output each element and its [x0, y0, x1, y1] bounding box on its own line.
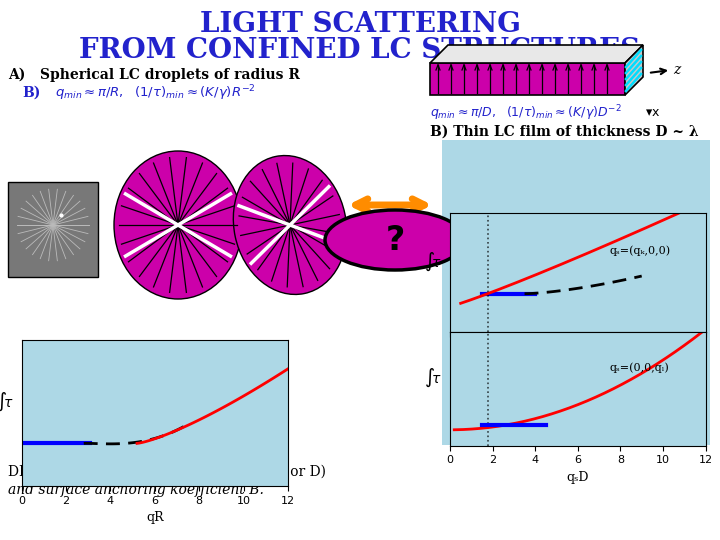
Polygon shape [430, 63, 625, 95]
Y-axis label: $\int\!\tau$: $\int\!\tau$ [424, 251, 443, 273]
X-axis label: qₛD: qₛD [567, 471, 589, 484]
Y-axis label: $\int\!\tau$: $\int\!\tau$ [424, 367, 443, 389]
Text: B): B) [22, 86, 40, 100]
Text: DLS gives information on cavity size (R or D): DLS gives information on cavity size (R … [8, 465, 326, 479]
Ellipse shape [233, 156, 346, 294]
Text: z: z [673, 63, 680, 77]
X-axis label: qR: qR [146, 511, 163, 524]
Polygon shape [430, 45, 643, 63]
Text: FROM CONFINED LC STRUCTURES: FROM CONFINED LC STRUCTURES [79, 37, 641, 64]
Polygon shape [625, 45, 643, 95]
Bar [8, 182, 98, 277]
Text: $\blacktriangledown$x: $\blacktriangledown$x [645, 106, 660, 119]
Text: LIGHT SCATTERING: LIGHT SCATTERING [199, 11, 521, 38]
Text: qₛ=(qₖ,0,0): qₛ=(qₖ,0,0) [610, 246, 671, 256]
Ellipse shape [325, 210, 465, 270]
Text: $q_{min}\approx \pi/D,\ \ (1/\tau)_{min}\approx (K/\gamma)D^{-2}$: $q_{min}\approx \pi/D,\ \ (1/\tau)_{min}… [430, 103, 622, 123]
Ellipse shape [114, 151, 242, 299]
Text: B) Thin LC film of thickness D ~ λ: B) Thin LC film of thickness D ~ λ [430, 125, 698, 139]
Text: $q_{min}\approx \pi/R,\ \ (1/\tau)_{min}\approx (K/\gamma)R^{-2}$: $q_{min}\approx \pi/R,\ \ (1/\tau)_{min}… [55, 83, 256, 103]
Text: ?: ? [385, 224, 405, 256]
Text: qₛ=(0,0,qₗ): qₛ=(0,0,qₗ) [610, 363, 670, 373]
Y-axis label: $\int\!\tau$: $\int\!\tau$ [0, 391, 14, 413]
Text: A)   Spherical LC droplets of radius R: A) Spherical LC droplets of radius R [8, 68, 300, 82]
Text: and surface anchoring koefficient B.: and surface anchoring koefficient B. [8, 483, 264, 497]
Bar [442, 140, 710, 445]
